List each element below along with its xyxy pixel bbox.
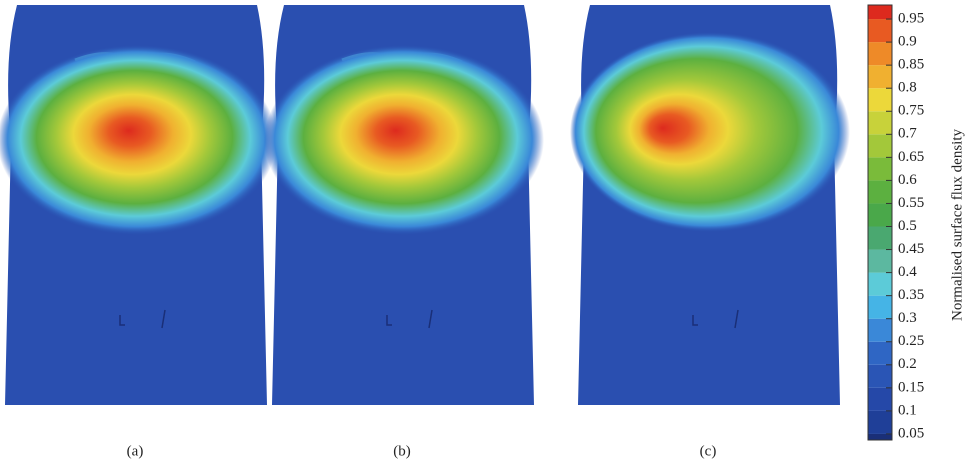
colorbar-band (868, 111, 892, 134)
colorbar-label: Normalised surface flux density (949, 128, 965, 321)
colorbar-tick-label: 0.4 (898, 264, 917, 280)
colorbar-tick-label: 0.35 (898, 287, 924, 303)
colorbar-tick-label: 0.95 (898, 10, 924, 26)
panel-label: (b) (393, 443, 411, 459)
colorbar: 0.05 0.1 0.15 0.2 0.25 0.3 0.35 0.4 0.45 0.5 0.55 0… (868, 5, 924, 441)
colorbar-tick-label: 0.45 (898, 241, 924, 257)
colorbar-band (868, 411, 892, 434)
colorbar-tick-label: 0.3 (898, 310, 917, 326)
colorbar-tick-label: 0.75 (898, 103, 924, 119)
colorbar-band (868, 134, 892, 157)
colorbar-band (868, 388, 892, 411)
colorbar-band (868, 19, 892, 42)
colorbar-tick-label: 0.05 (898, 425, 924, 441)
colorbar-band (868, 250, 892, 273)
figure: (a)(b)(c) 0.050.10.150.20.250.30.350.40.… (0, 0, 970, 465)
panel-label: (a) (127, 443, 144, 459)
colorbar-band (868, 365, 892, 388)
colorbar-tick-label: 0.8 (898, 80, 917, 96)
colorbar-band (868, 319, 892, 342)
colorbar-band (868, 434, 892, 440)
colorbar-band (868, 227, 892, 250)
flux-spot (264, 45, 544, 235)
colorbar-band (868, 203, 892, 226)
colorbar-tick-label: 0.6 (898, 172, 917, 188)
colorbar-band (868, 88, 892, 111)
colorbar-band (868, 342, 892, 365)
panels: (a) (b) (c) (0, 5, 850, 459)
colorbar-band (868, 5, 892, 19)
colorbar-tick-label: 0.15 (898, 379, 924, 395)
colorbar-tick-label: 0.85 (898, 57, 924, 73)
colorbar-band (868, 65, 892, 88)
colorbar-tick-label: 0.65 (898, 149, 924, 165)
colorbar-tick-label: 0.25 (898, 333, 924, 349)
colorbar-tick-label: 0.5 (898, 218, 917, 234)
colorbar-tick-label: 0.1 (898, 402, 917, 418)
colorbar-band (868, 296, 892, 319)
panel-label: (c) (700, 443, 717, 459)
colorbar-band (868, 273, 892, 296)
colorbar-tick-label: 0.2 (898, 356, 917, 372)
colorbar-tick-label: 0.7 (898, 126, 917, 142)
colorbar-band (868, 180, 892, 203)
colorbar-tick-label: 0.9 (898, 34, 917, 50)
colorbar-band (868, 42, 892, 65)
colorbar-band (868, 157, 892, 180)
colorbar-tick-label: 0.55 (898, 195, 924, 211)
flux-spot (570, 32, 850, 232)
flux-spot (0, 45, 277, 235)
